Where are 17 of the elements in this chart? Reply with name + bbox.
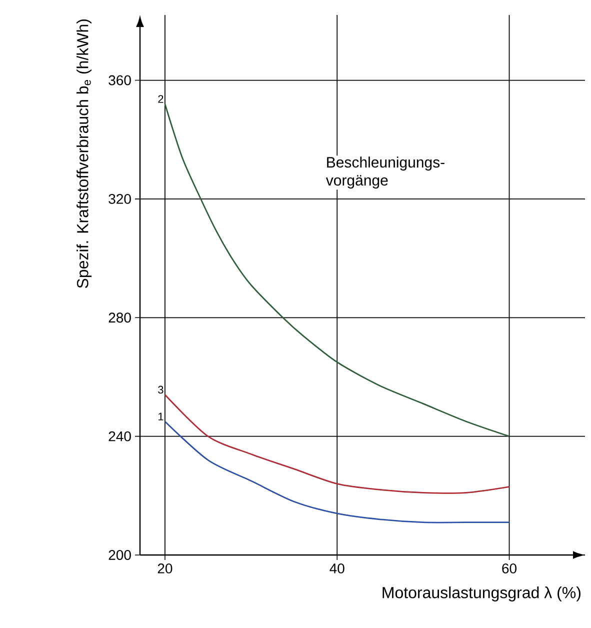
x-tick-label: 40 (330, 564, 344, 574)
series-label: 2 (158, 95, 164, 103)
x-axis-title: Motorauslastungsgrad λ (%) (382, 586, 580, 602)
y-tick-label: 320 (108, 194, 131, 204)
line-series (164, 420, 510, 524)
y-tick-label: 280 (108, 312, 131, 323)
y-axis-title: Spezif. Kraftstoffverbrauch b$_{e}$ (h/kWh) (76, 20, 92, 288)
series-label: 3 (158, 386, 164, 394)
y-tick-label: 360 (108, 75, 131, 86)
y-tick-label: 240 (108, 431, 131, 442)
y-tick-label: 200 (108, 550, 131, 560)
x-tick-label: 60 (502, 564, 516, 574)
line-series (164, 103, 510, 438)
annotation: Beschleunigungs-vorgänge (326, 156, 444, 189)
x-tick-label: 20 (158, 564, 172, 574)
line-series (164, 394, 510, 494)
series-label: 1 (158, 412, 164, 420)
